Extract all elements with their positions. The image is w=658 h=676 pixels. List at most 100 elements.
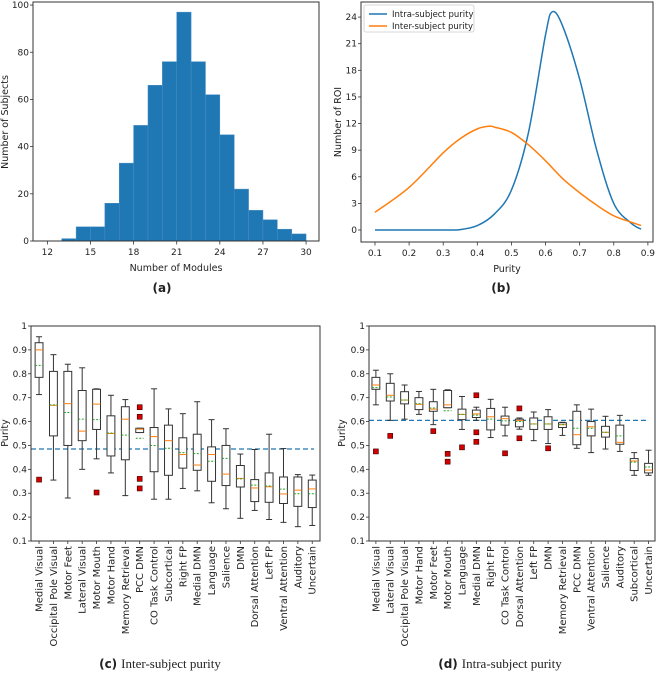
box-iqr bbox=[543, 416, 553, 430]
y-axis-label: Number of ROI bbox=[333, 87, 344, 157]
outlier-marker bbox=[136, 413, 143, 420]
outlier-marker bbox=[502, 450, 508, 457]
x-tick-label: Motor Feet bbox=[429, 546, 440, 600]
caption-tag: (b) bbox=[491, 281, 511, 295]
y-axis-label: Purity bbox=[0, 419, 11, 447]
y-tick-label: 24 bbox=[346, 13, 358, 23]
y-tick-label: 80 bbox=[18, 48, 30, 58]
box-language bbox=[457, 395, 467, 451]
histogram-bar bbox=[233, 188, 249, 242]
x-tick-label: Motor Hand bbox=[414, 546, 425, 604]
y-tick-label: 0.2 bbox=[351, 513, 365, 523]
box-medial-visual bbox=[371, 369, 381, 455]
caption-text: Inter-subject purity bbox=[121, 656, 221, 671]
caption-tag: (c) bbox=[99, 657, 117, 671]
box-medial-dmn bbox=[192, 401, 202, 492]
panel-caption: (c) Inter-subject purity bbox=[99, 656, 221, 671]
box-motor-feet bbox=[428, 388, 438, 434]
x-tick-label: DMN bbox=[544, 546, 555, 570]
y-tick-label: 6 bbox=[351, 173, 357, 183]
x-tick-label: Lateral Visual bbox=[78, 546, 89, 614]
box-iqr bbox=[601, 425, 610, 438]
box-iqr bbox=[49, 370, 58, 437]
x-tick-label: Auditory bbox=[615, 546, 626, 588]
x-axis-label: Purity bbox=[493, 264, 521, 275]
box-iqr bbox=[120, 406, 130, 461]
box-iqr bbox=[92, 388, 102, 430]
box-iqr bbox=[164, 424, 173, 476]
y-tick-label: 0.3 bbox=[13, 489, 27, 499]
y-tick-label: 21 bbox=[346, 40, 357, 50]
box-dorsal-attention bbox=[250, 449, 260, 511]
y-tick-label: 0.3 bbox=[351, 489, 365, 499]
outlier-marker bbox=[444, 458, 451, 465]
x-tick-label: Ventral Attention bbox=[279, 546, 290, 631]
x-tick-label: 0.3 bbox=[436, 249, 450, 259]
box-iqr bbox=[615, 424, 625, 445]
legend-label: Intra-subject purity bbox=[392, 10, 474, 20]
box-uncertain bbox=[307, 474, 317, 526]
box-motor-hand bbox=[414, 390, 424, 415]
box-ventral-attention bbox=[279, 448, 288, 523]
box-iqr bbox=[514, 418, 524, 428]
axes-frame bbox=[30, 325, 321, 542]
histogram-bar bbox=[133, 125, 149, 242]
histogram-bar bbox=[75, 226, 91, 242]
outlier-marker bbox=[93, 489, 100, 496]
y-tick-label: 3 bbox=[351, 199, 357, 209]
y-tick-label: 0.5 bbox=[13, 441, 27, 451]
y-tick-label: 0.7 bbox=[13, 394, 27, 404]
x-tick-label: Motor Feet bbox=[63, 546, 74, 600]
y-tick-label: 0.9 bbox=[351, 346, 366, 356]
x-tick-label: Ventral Attention bbox=[587, 546, 598, 631]
x-tick-label: 0.8 bbox=[607, 249, 622, 259]
y-tick-label: 0.4 bbox=[351, 465, 366, 475]
axes-frame bbox=[32, 1, 320, 242]
box-iqr bbox=[235, 465, 245, 488]
box-auditory bbox=[293, 474, 303, 528]
x-tick-label: CO Task Control bbox=[150, 546, 161, 625]
box-language bbox=[207, 419, 217, 504]
box-left-fp bbox=[529, 411, 539, 442]
y-tick-label: 0.8 bbox=[13, 370, 28, 380]
panel-c: 0.1 0.2 0.3 0.4 0.5 0.6 0.7 0.8 0.9 1 Purity Medial… bbox=[0, 322, 321, 671]
box-memory-retrieval bbox=[120, 399, 130, 497]
y-tick-label: 0.6 bbox=[351, 418, 366, 428]
outlier-marker bbox=[545, 445, 551, 452]
outlier-marker bbox=[473, 439, 480, 445]
box-pcc-dmn bbox=[572, 404, 582, 449]
box-iqr bbox=[192, 433, 202, 471]
box-lateral-visual bbox=[77, 367, 87, 470]
outlier-marker bbox=[136, 485, 143, 492]
x-tick-label: Uncertain bbox=[308, 546, 319, 595]
box-iqr bbox=[221, 444, 231, 487]
panel-d: 0.1 0.2 0.3 0.4 0.5 0.6 0.7 0.8 0.9 1 Purity Medial… bbox=[337, 322, 656, 671]
outlier-marker bbox=[473, 392, 480, 399]
x-tick-label: 0.6 bbox=[538, 249, 553, 259]
y-tick-label: 60 bbox=[18, 95, 30, 105]
outlier-marker bbox=[136, 476, 143, 482]
x-tick-label: 30 bbox=[300, 248, 312, 258]
box-iqr bbox=[207, 446, 217, 482]
x-tick-label: 0.1 bbox=[368, 249, 382, 259]
box-auditory bbox=[615, 414, 625, 452]
x-tick-label: Salience bbox=[601, 546, 612, 588]
caption-tag: (d) bbox=[438, 657, 458, 671]
x-tick-label: 18 bbox=[128, 248, 140, 258]
panel-a: 0 20 40 60 80 100 Number of Subjects 12 15 18 21 24… bbox=[0, 1, 320, 295]
legend-frame bbox=[363, 4, 475, 33]
x-tick-label: Medial DMN bbox=[472, 546, 483, 606]
x-tick-label: Medial Visual bbox=[371, 546, 382, 612]
box-dmn bbox=[235, 453, 245, 519]
outlier-marker bbox=[387, 433, 394, 439]
outlier-marker bbox=[136, 404, 143, 411]
histogram-bar bbox=[262, 219, 278, 242]
x-tick-label: Medial DMN bbox=[193, 546, 204, 606]
outlier-marker bbox=[373, 448, 379, 455]
x-tick-label: Right FP bbox=[178, 546, 189, 587]
box-co-task-control bbox=[500, 406, 510, 457]
x-tick-label: 27 bbox=[257, 248, 268, 258]
x-tick-label: Right FP bbox=[486, 546, 497, 587]
y-tick-label: 15 bbox=[346, 93, 357, 103]
x-tick-label: Occipital Pole Visual bbox=[49, 546, 60, 647]
